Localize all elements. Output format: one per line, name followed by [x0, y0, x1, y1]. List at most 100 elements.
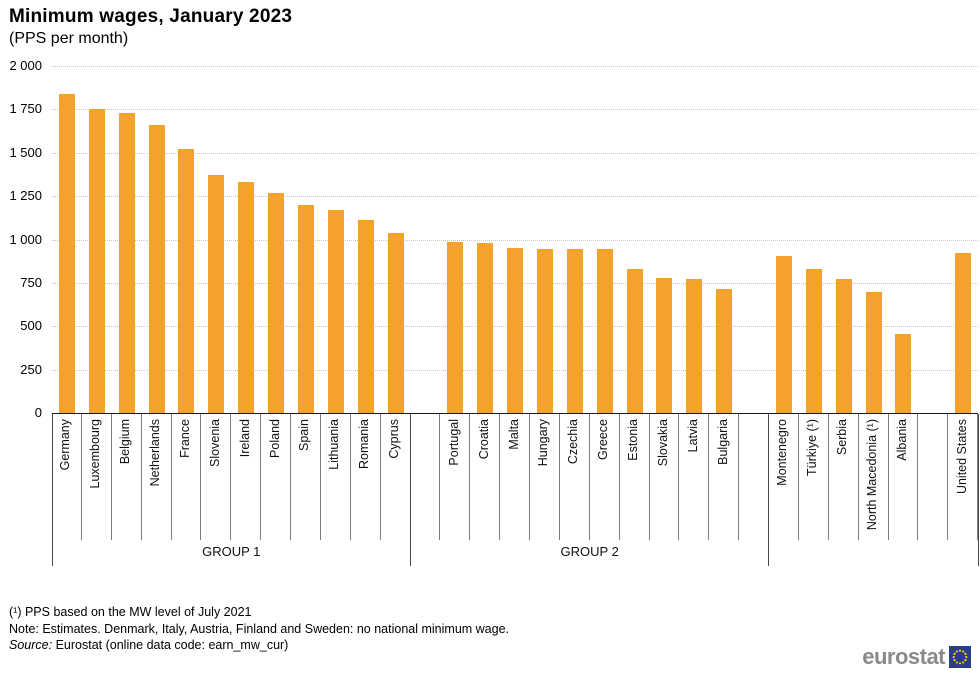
- country-label-cell: Latvia: [679, 413, 710, 540]
- country-label: Serbia: [835, 418, 850, 455]
- bar-cell: [201, 66, 231, 413]
- source-text: Eurostat (online data code: earn_mw_cur): [55, 638, 289, 652]
- country-label: Luxembourg: [88, 418, 103, 489]
- country-label: Netherlands: [148, 418, 163, 486]
- y-axis: 2 000 1 750 1 500 1 250 1 000 750 500 250 0: [0, 58, 42, 420]
- bar: [536, 249, 553, 413]
- country-label-cell: Spain: [291, 413, 321, 540]
- eu-flag-icon: [949, 646, 971, 668]
- country-label-cell: Netherlands: [142, 413, 172, 540]
- country-label: Hungary: [536, 418, 551, 466]
- bar-cell: [440, 66, 470, 413]
- bar-cell: [112, 66, 142, 413]
- country-label: Bulgaria: [715, 418, 730, 465]
- bar: [118, 112, 135, 413]
- eurostat-logo: eurostat: [862, 646, 971, 668]
- country-label-cell: Slovenia: [201, 413, 232, 540]
- source-label: Source:: [9, 638, 53, 652]
- country-label-cell: Romania: [351, 413, 381, 540]
- gridline: [52, 196, 978, 198]
- bar-cell: [530, 66, 560, 413]
- country-label: Slovakia: [655, 418, 670, 466]
- bar-cell: [291, 66, 321, 413]
- country-label: Poland: [267, 418, 282, 458]
- country-label: Slovenia: [207, 418, 222, 467]
- y-tick-label: 2 000: [9, 58, 42, 73]
- bar: [148, 125, 165, 413]
- country-label: Germany: [58, 418, 73, 470]
- country-label-cell: Montenegro: [769, 413, 799, 540]
- bar: [477, 242, 494, 413]
- bar-cell: [769, 66, 799, 413]
- bar-cell: [261, 66, 291, 413]
- country-label-cell: Serbia: [829, 413, 859, 540]
- bar-cell: [172, 66, 202, 413]
- country-label: North Macedonia (¹): [865, 418, 880, 530]
- spacer-cell: [739, 66, 769, 413]
- group-boundary-line: [51, 413, 53, 566]
- country-label-cell: Greece: [590, 413, 620, 540]
- bar: [447, 242, 464, 413]
- bar-cell: [82, 66, 112, 413]
- country-label: Malta: [506, 418, 521, 450]
- group-label: GROUP 1: [202, 543, 261, 559]
- bar-cell: [889, 66, 919, 413]
- y-tick-label: 250: [20, 361, 42, 377]
- bar: [88, 109, 105, 413]
- group-box-empty: [769, 540, 978, 566]
- gridline: [52, 66, 978, 67]
- country-label-cell: France: [172, 413, 202, 540]
- bar: [58, 93, 75, 413]
- country-label-cell: United States: [948, 413, 979, 540]
- country-label-cell: North Macedonia (¹): [859, 413, 889, 540]
- spacer-cell: [739, 413, 769, 540]
- country-label: Latvia: [685, 418, 700, 452]
- group-boundary-line: [977, 413, 979, 566]
- country-label-cell: Malta: [500, 413, 530, 540]
- country-label: Cyprus: [387, 418, 402, 459]
- country-label: Croatia: [476, 418, 491, 459]
- country-label-cell: Belgium: [112, 413, 142, 540]
- bar-cell: [799, 66, 829, 413]
- country-label: Lithuania: [327, 418, 342, 470]
- country-label: Montenegro: [775, 418, 790, 486]
- y-tick-label: 1 000: [9, 231, 42, 247]
- bar: [297, 204, 314, 413]
- bar: [507, 248, 524, 413]
- bar: [716, 288, 733, 413]
- footnote-1: (¹) PPS based on the MW level of July 20…: [9, 605, 252, 619]
- bar: [865, 291, 882, 413]
- bar-cell: [500, 66, 530, 413]
- bar-cell: [321, 66, 351, 413]
- footnote-note: Note: Estimates. Denmark, Italy, Austria…: [9, 621, 510, 636]
- country-label-cell: Cyprus: [381, 413, 411, 540]
- bar: [178, 149, 195, 413]
- bar: [895, 334, 912, 413]
- country-label-cell: Lithuania: [321, 413, 351, 540]
- spacer-cell: [411, 66, 441, 413]
- country-label-cell: Luxembourg: [82, 413, 112, 540]
- bar: [596, 249, 613, 413]
- country-label: United States: [954, 418, 969, 494]
- y-tick-label: 1 750: [9, 101, 42, 117]
- bar: [566, 249, 583, 413]
- bar-cell: [470, 66, 500, 413]
- bar-cell: [52, 66, 82, 413]
- country-label-cell: Slovakia: [650, 413, 680, 540]
- spacer-cell: [411, 413, 441, 540]
- plot-area: [52, 66, 978, 414]
- country-label-cell: Estonia: [620, 413, 650, 540]
- bar-cell: [948, 66, 978, 413]
- country-label: Albania: [894, 418, 909, 461]
- gridline: [52, 239, 978, 241]
- bar-cell: [679, 66, 709, 413]
- country-label-cell: Czechia: [560, 413, 590, 540]
- bar: [357, 220, 374, 413]
- bar: [656, 277, 673, 413]
- y-tick-label: 0: [34, 405, 42, 420]
- bar: [686, 278, 703, 413]
- bar: [208, 175, 225, 413]
- y-tick-label: 500: [20, 318, 42, 334]
- group-label: GROUP 2: [560, 543, 619, 559]
- country-labels-row: Germany Luxembourg Belgium Netherlands Franc…: [52, 413, 979, 540]
